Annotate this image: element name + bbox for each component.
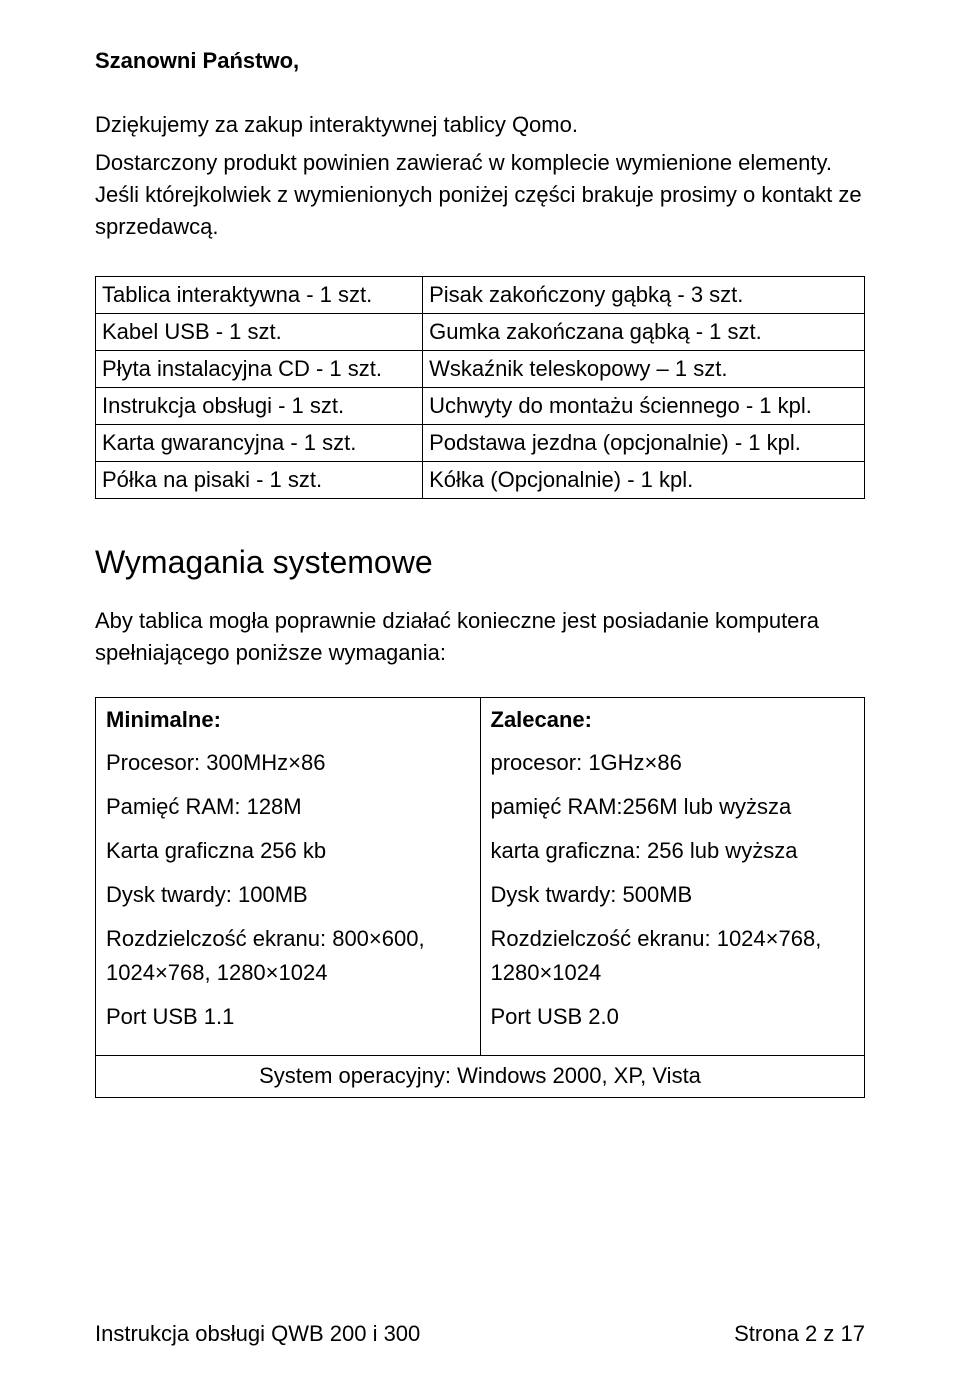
spec-line: karta graficzna: 256 lub wyższa — [491, 834, 855, 868]
footer-left: Instrukcja obsługi QWB 200 i 300 — [95, 1318, 420, 1350]
spec-line: Port USB 2.0 — [491, 1000, 855, 1034]
minimal-title: Minimalne: — [106, 704, 470, 736]
intro-line-1: Dziękujemy za zakup interaktywnej tablic… — [95, 109, 865, 141]
contents-cell: Podstawa jezdna (opcjonalnie) - 1 kpl. — [423, 425, 865, 462]
spec-line: Dysk twardy: 100MB — [106, 878, 470, 912]
requirements-heading: Wymagania systemowe — [95, 539, 865, 585]
spec-line: Dysk twardy: 500MB — [491, 878, 855, 912]
spec-line: pamięć RAM:256M lub wyższa — [491, 790, 855, 824]
package-contents-table: Tablica interaktywna - 1 szt.Pisak zakoń… — [95, 276, 865, 498]
contents-cell: Kabel USB - 1 szt. — [96, 314, 423, 351]
requirements-table: Minimalne: Procesor: 300MHz×86 Pamięć RAM… — [95, 697, 865, 1098]
contents-cell: Gumka zakończana gąbką - 1 szt. — [423, 314, 865, 351]
spec-line: Port USB 1.1 — [106, 1000, 470, 1034]
spec-line: Rozdzielczość ekranu: 1024×768, 1280×102… — [491, 922, 855, 990]
table-row: Tablica interaktywna - 1 szt.Pisak zakoń… — [96, 277, 865, 314]
contents-cell: Płyta instalacyjna CD - 1 szt. — [96, 351, 423, 388]
requirements-os: System operacyjny: Windows 2000, XP, Vis… — [96, 1055, 865, 1098]
contents-cell: Pisak zakończony gąbką - 3 szt. — [423, 277, 865, 314]
spec-line: procesor: 1GHz×86 — [491, 746, 855, 780]
contents-cell: Półka na pisaki - 1 szt. — [96, 461, 423, 498]
spec-line: Karta graficzna 256 kb — [106, 834, 470, 868]
requirements-recommended-cell: Zalecane: procesor: 1GHz×86 pamięć RAM:25… — [480, 697, 865, 1055]
table-row: Instrukcja obsługi - 1 szt.Uchwyty do mo… — [96, 388, 865, 425]
recommended-title: Zalecane: — [491, 704, 855, 736]
intro-block: Dziękujemy za zakup interaktywnej tablic… — [95, 109, 865, 243]
intro-line-2: Dostarczony produkt powinien zawierać w … — [95, 147, 865, 243]
table-row: Kabel USB - 1 szt.Gumka zakończana gąbką… — [96, 314, 865, 351]
contents-cell: Instrukcja obsługi - 1 szt. — [96, 388, 423, 425]
table-row: Półka na pisaki - 1 szt.Kółka (Opcjonaln… — [96, 461, 865, 498]
spec-line: Rozdzielczość ekranu: 800×600, 1024×768,… — [106, 922, 470, 990]
requirements-minimal-cell: Minimalne: Procesor: 300MHz×86 Pamięć RAM… — [96, 697, 481, 1055]
contents-cell: Kółka (Opcjonalnie) - 1 kpl. — [423, 461, 865, 498]
contents-cell: Karta gwarancyjna - 1 szt. — [96, 425, 423, 462]
contents-cell: Wskaźnik teleskopowy – 1 szt. — [423, 351, 865, 388]
table-row: Karta gwarancyjna - 1 szt.Podstawa jezdn… — [96, 425, 865, 462]
contents-cell: Uchwyty do montażu ściennego - 1 kpl. — [423, 388, 865, 425]
contents-cell: Tablica interaktywna - 1 szt. — [96, 277, 423, 314]
spec-line: Procesor: 300MHz×86 — [106, 746, 470, 780]
spec-line: Pamięć RAM: 128M — [106, 790, 470, 824]
greeting: Szanowni Państwo, — [95, 45, 865, 77]
requirements-intro: Aby tablica mogła poprawnie działać koni… — [95, 605, 865, 669]
footer-right: Strona 2 z 17 — [734, 1318, 865, 1350]
page-footer: Instrukcja obsługi QWB 200 i 300 Strona … — [95, 1318, 865, 1350]
table-row: Płyta instalacyjna CD - 1 szt.Wskaźnik t… — [96, 351, 865, 388]
